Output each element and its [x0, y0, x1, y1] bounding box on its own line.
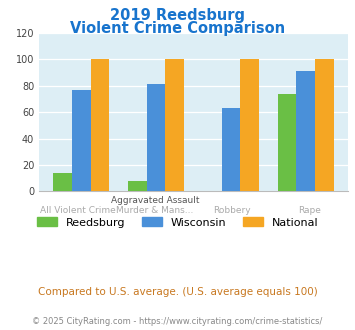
Bar — [240, 59, 259, 191]
Text: Murder & Mans...: Murder & Mans... — [116, 206, 193, 215]
Bar — [165, 59, 184, 191]
Bar — [53, 173, 72, 191]
Text: © 2025 CityRating.com - https://www.cityrating.com/crime-statistics/: © 2025 CityRating.com - https://www.city… — [32, 317, 323, 326]
Text: Compared to U.S. average. (U.S. average equals 100): Compared to U.S. average. (U.S. average … — [38, 287, 317, 297]
Text: Robbery: Robbery — [213, 206, 251, 215]
Text: Aggravated Assault: Aggravated Assault — [111, 196, 199, 205]
Legend: Reedsburg, Wisconsin, National: Reedsburg, Wisconsin, National — [32, 213, 323, 232]
Bar — [91, 59, 109, 191]
Text: Rape: Rape — [298, 206, 321, 215]
Bar — [222, 108, 240, 191]
Text: 2019 Reedsburg: 2019 Reedsburg — [110, 8, 245, 23]
Bar — [278, 94, 296, 191]
Bar — [147, 84, 165, 191]
Text: All Violent Crime: All Violent Crime — [40, 206, 115, 215]
Bar — [296, 71, 315, 191]
Bar — [72, 90, 91, 191]
Bar — [128, 181, 147, 191]
Bar — [315, 59, 334, 191]
Text: Violent Crime Comparison: Violent Crime Comparison — [70, 21, 285, 36]
